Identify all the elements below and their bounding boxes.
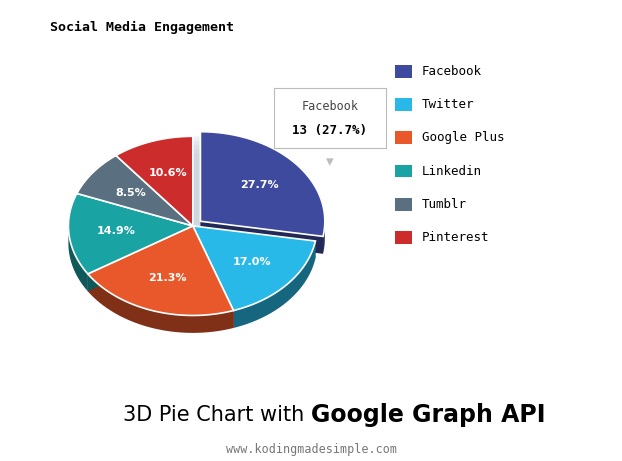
Text: Facebook: Facebook xyxy=(301,100,358,113)
Text: Linkedin: Linkedin xyxy=(422,165,481,177)
Polygon shape xyxy=(68,227,88,291)
Polygon shape xyxy=(233,241,315,328)
Ellipse shape xyxy=(68,136,317,315)
Polygon shape xyxy=(88,226,233,315)
Text: 27.7%: 27.7% xyxy=(240,180,279,190)
Polygon shape xyxy=(88,226,193,291)
Polygon shape xyxy=(193,226,315,311)
Text: Google Plus: Google Plus xyxy=(422,131,504,144)
Text: Google Graph API: Google Graph API xyxy=(311,403,545,427)
Text: 3D Pie Chart with: 3D Pie Chart with xyxy=(123,405,311,425)
Polygon shape xyxy=(323,223,325,254)
Text: Facebook: Facebook xyxy=(422,65,481,78)
Ellipse shape xyxy=(68,141,317,320)
Text: 17.0%: 17.0% xyxy=(233,257,271,267)
Ellipse shape xyxy=(68,145,317,324)
Text: Twitter: Twitter xyxy=(422,98,474,111)
Polygon shape xyxy=(193,226,233,328)
Polygon shape xyxy=(193,226,233,328)
Text: www.kodingmadesimple.com: www.kodingmadesimple.com xyxy=(226,443,396,456)
Text: Tumblr: Tumblr xyxy=(422,198,466,211)
Polygon shape xyxy=(88,274,233,333)
Polygon shape xyxy=(200,132,325,236)
Text: ▾: ▾ xyxy=(326,154,333,170)
Text: 13 (27.7%): 13 (27.7%) xyxy=(292,124,367,137)
Ellipse shape xyxy=(68,149,317,329)
Ellipse shape xyxy=(68,154,317,333)
Text: Pinterest: Pinterest xyxy=(422,231,490,244)
Text: Social Media Engagement: Social Media Engagement xyxy=(50,21,234,34)
Polygon shape xyxy=(88,226,193,291)
Polygon shape xyxy=(77,155,193,226)
Text: 10.6%: 10.6% xyxy=(148,168,187,178)
Text: 14.9%: 14.9% xyxy=(96,226,136,236)
Polygon shape xyxy=(68,194,193,274)
Polygon shape xyxy=(193,226,315,259)
Text: 21.3%: 21.3% xyxy=(148,273,187,284)
Polygon shape xyxy=(116,136,193,226)
Text: 8.5%: 8.5% xyxy=(116,188,146,198)
Polygon shape xyxy=(200,221,323,254)
